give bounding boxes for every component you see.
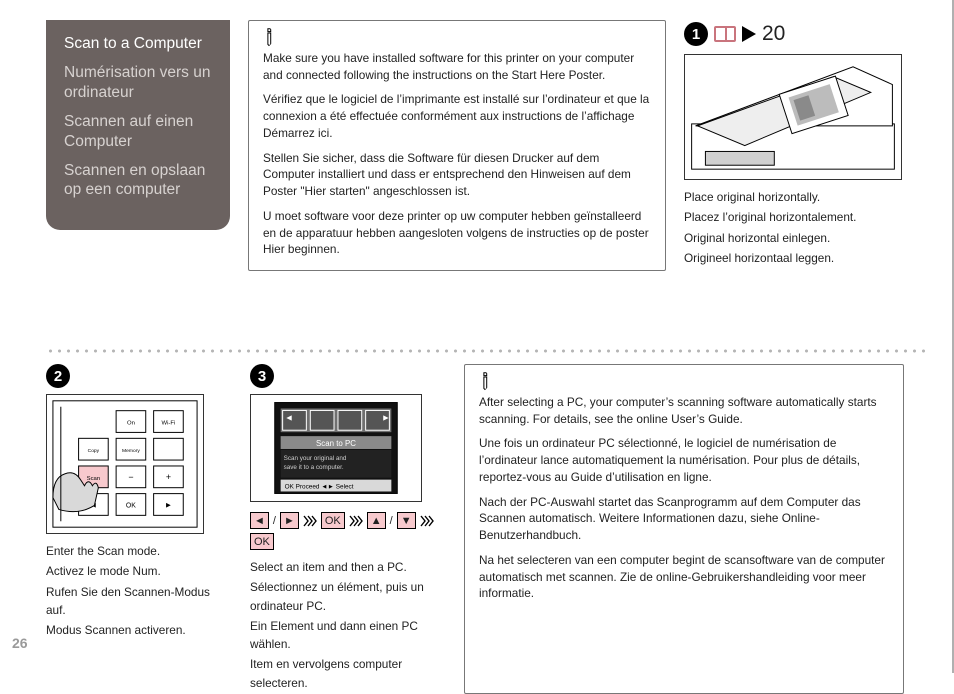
note-icon [475,371,495,391]
top-note-p1: Make sure you have installed software fo… [263,50,651,84]
section-divider [46,348,928,354]
step-2-cap-de: Rufen Sie den Scannen-Modus auf. [46,583,226,620]
step-1-illustration [684,54,902,180]
title-sidebar: Scan to a Computer Numérisation vers un … [46,20,230,230]
top-note-box: Make sure you have installed software fo… [248,20,666,271]
step-3-key-sequence: ◄/ ► OK ▲/ ▼ OK [250,512,440,550]
svg-text:save it to a computer.: save it to a computer. [284,464,344,471]
svg-text:Wi-Fi: Wi-Fi [162,421,176,427]
step-1-cap-en: Place original horizontally. [684,188,904,206]
step-3-captions: Select an item and then a PC. Sélectionn… [250,558,440,692]
svg-text:On: On [127,421,135,427]
step-2-cap-nl: Modus Scannen activeren. [46,621,226,639]
svg-text:+: + [166,472,171,482]
step-1-cap-fr: Placez l’original horizontalement. [684,208,904,226]
arrow-right-icon [742,26,756,42]
step-1-captions: Place original horizontally. Placez l’or… [684,188,904,267]
title-de: Scannen auf einen Computer [64,112,212,151]
title-en: Scan to a Computer [64,34,212,53]
chevrons-icon [303,515,317,527]
top-note-p3: Stellen Sie sicher, dass die Software fü… [263,150,651,200]
top-note-p2: Vérifiez que le logiciel de l’imprimante… [263,91,651,141]
bottom-note-box: After selecting a PC, your computer’s sc… [464,364,904,694]
svg-text:Scan your original and: Scan your original and [284,455,347,462]
key-up: ▲ [367,512,386,529]
title-fr: Numérisation vers un ordinateur [64,63,212,102]
bottom-note-p4: Na het selecteren van een computer begin… [479,552,889,602]
key-ok-1: OK [321,512,345,529]
step-3: 3 ◄ ► Scan to PC Scan your original and … [250,364,440,694]
step-3-cap-nl: Item en vervolgens computer selecteren. [250,655,440,692]
chevrons-icon [349,515,363,527]
key-down: ▼ [397,512,416,529]
svg-text:Copy: Copy [88,448,100,454]
svg-text:−: − [128,472,133,482]
step-1-header: 1 20 [684,20,904,48]
key-right: ► [280,512,299,529]
bottom-note-p3: Nach der PC-Auswahl startet das Scanprog… [479,494,889,544]
step-3-number: 3 [250,364,274,388]
svg-text:►: ► [165,500,173,509]
step-1: 1 20 Place original horizontally. Placez… [684,20,904,269]
top-note-p4: U moet software voor deze printer op uw … [263,208,651,258]
svg-text:◄: ◄ [285,412,294,422]
key-ok-2: OK [250,533,274,550]
step-3-cap-fr: Sélectionnez un élément, puis un ordinat… [250,578,440,615]
note-icon [259,27,279,47]
step-2-illustration: On Wi-Fi Copy Memory Scan − + ◄ OK ► [46,394,204,534]
svg-text:Scan: Scan [87,476,100,482]
page-number: 26 [12,635,28,651]
step-2-cap-en: Enter the Scan mode. [46,542,226,560]
step-2: 2 On Wi-Fi Copy Memory Scan − + ◄ OK ► [46,364,226,694]
svg-text:OK Proceed ◄► Select: OK Proceed ◄► Select [285,484,354,491]
step-3-cap-en: Select an item and then a PC. [250,558,440,576]
step-3-cap-de: Ein Element und dann einen PC wählen. [250,617,440,654]
step-2-number: 2 [46,364,70,388]
chevrons-icon [420,515,434,527]
svg-text:►: ► [381,412,390,422]
key-left: ◄ [250,512,269,529]
step-2-captions: Enter the Scan mode. Activez le mode Num… [46,542,226,639]
step-1-cap-nl: Origineel horizontaal leggen. [684,249,904,267]
svg-text:OK: OK [126,502,136,509]
step-3-illustration: ◄ ► Scan to PC Scan your original and sa… [250,394,422,502]
svg-text:Memory: Memory [122,448,140,454]
screen-title: Scan to PC [316,439,356,448]
step-2-cap-fr: Activez le mode Num. [46,562,226,580]
step-1-number: 1 [684,22,708,46]
bottom-note-p2: Une fois un ordinateur PC sélectionné, l… [479,435,889,485]
title-nl: Scannen en opslaan op een computer [64,161,212,200]
step-1-page-ref: 20 [762,22,785,46]
bottom-note-p1: After selecting a PC, your computer’s sc… [479,394,889,428]
step-1-cap-de: Original horizontal einlegen. [684,229,904,247]
manual-ref-icon [714,26,736,42]
